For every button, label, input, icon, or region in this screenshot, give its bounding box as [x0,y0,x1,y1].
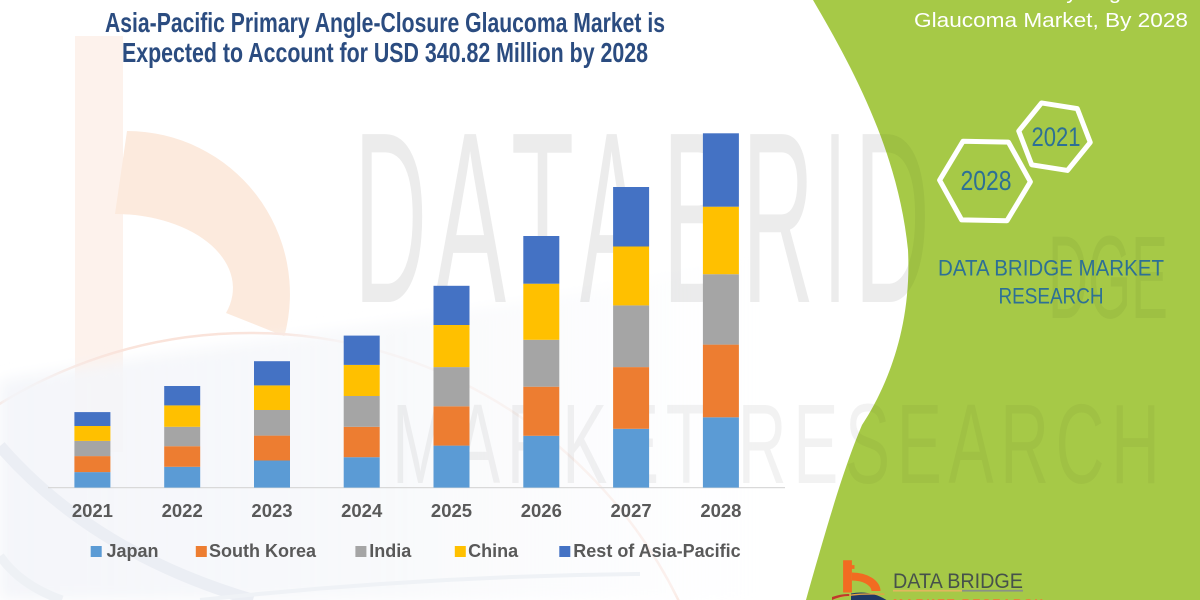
svg-text:Expected to Account for USD 34: Expected to Account for USD 340.82 Milli… [122,37,648,68]
svg-text:MARKET RESEARCH: MARKET RESEARCH [392,381,1160,507]
svg-text:2021: 2021 [72,500,113,521]
svg-text:Glaucoma Market, By 2028: Glaucoma Market, By 2028 [914,9,1188,32]
svg-text:2024: 2024 [341,500,383,521]
svg-text:Asia-Pacific Primary Angle-Clo: Asia-Pacific Primary Angle-Closure [881,0,1200,4]
svg-text:India: India [369,541,412,561]
svg-text:2027: 2027 [611,500,652,521]
svg-text:Japan: Japan [107,541,159,561]
svg-text:RESEARCH: RESEARCH [999,284,1104,309]
svg-text:2028: 2028 [700,500,741,521]
svg-text:R: R [742,81,814,354]
svg-text:2028: 2028 [961,165,1012,196]
svg-text:South Korea: South Korea [209,541,317,561]
svg-text:I: I [824,81,846,354]
svg-text:D: D [354,81,427,354]
svg-text:DATA BRIDGE MARKET: DATA BRIDGE MARKET [938,256,1164,281]
svg-text:2021: 2021 [1032,122,1081,152]
svg-text:2025: 2025 [431,500,472,521]
svg-text:DATA BRIDGE: DATA BRIDGE [893,569,1023,593]
svg-text:2022: 2022 [162,500,203,521]
svg-text:2026: 2026 [521,500,562,521]
svg-text:2023: 2023 [251,500,292,521]
svg-text:MARKET RESEARCH: MARKET RESEARCH [893,597,1045,600]
svg-text:Asia-Pacific Primary Angle-Clo: Asia-Pacific Primary Angle-Closure Glauc… [105,7,665,38]
svg-text:DGE: DGE [1048,212,1168,344]
svg-text:China: China [468,541,519,561]
svg-text:Rest of Asia-Pacific: Rest of Asia-Pacific [573,541,740,561]
